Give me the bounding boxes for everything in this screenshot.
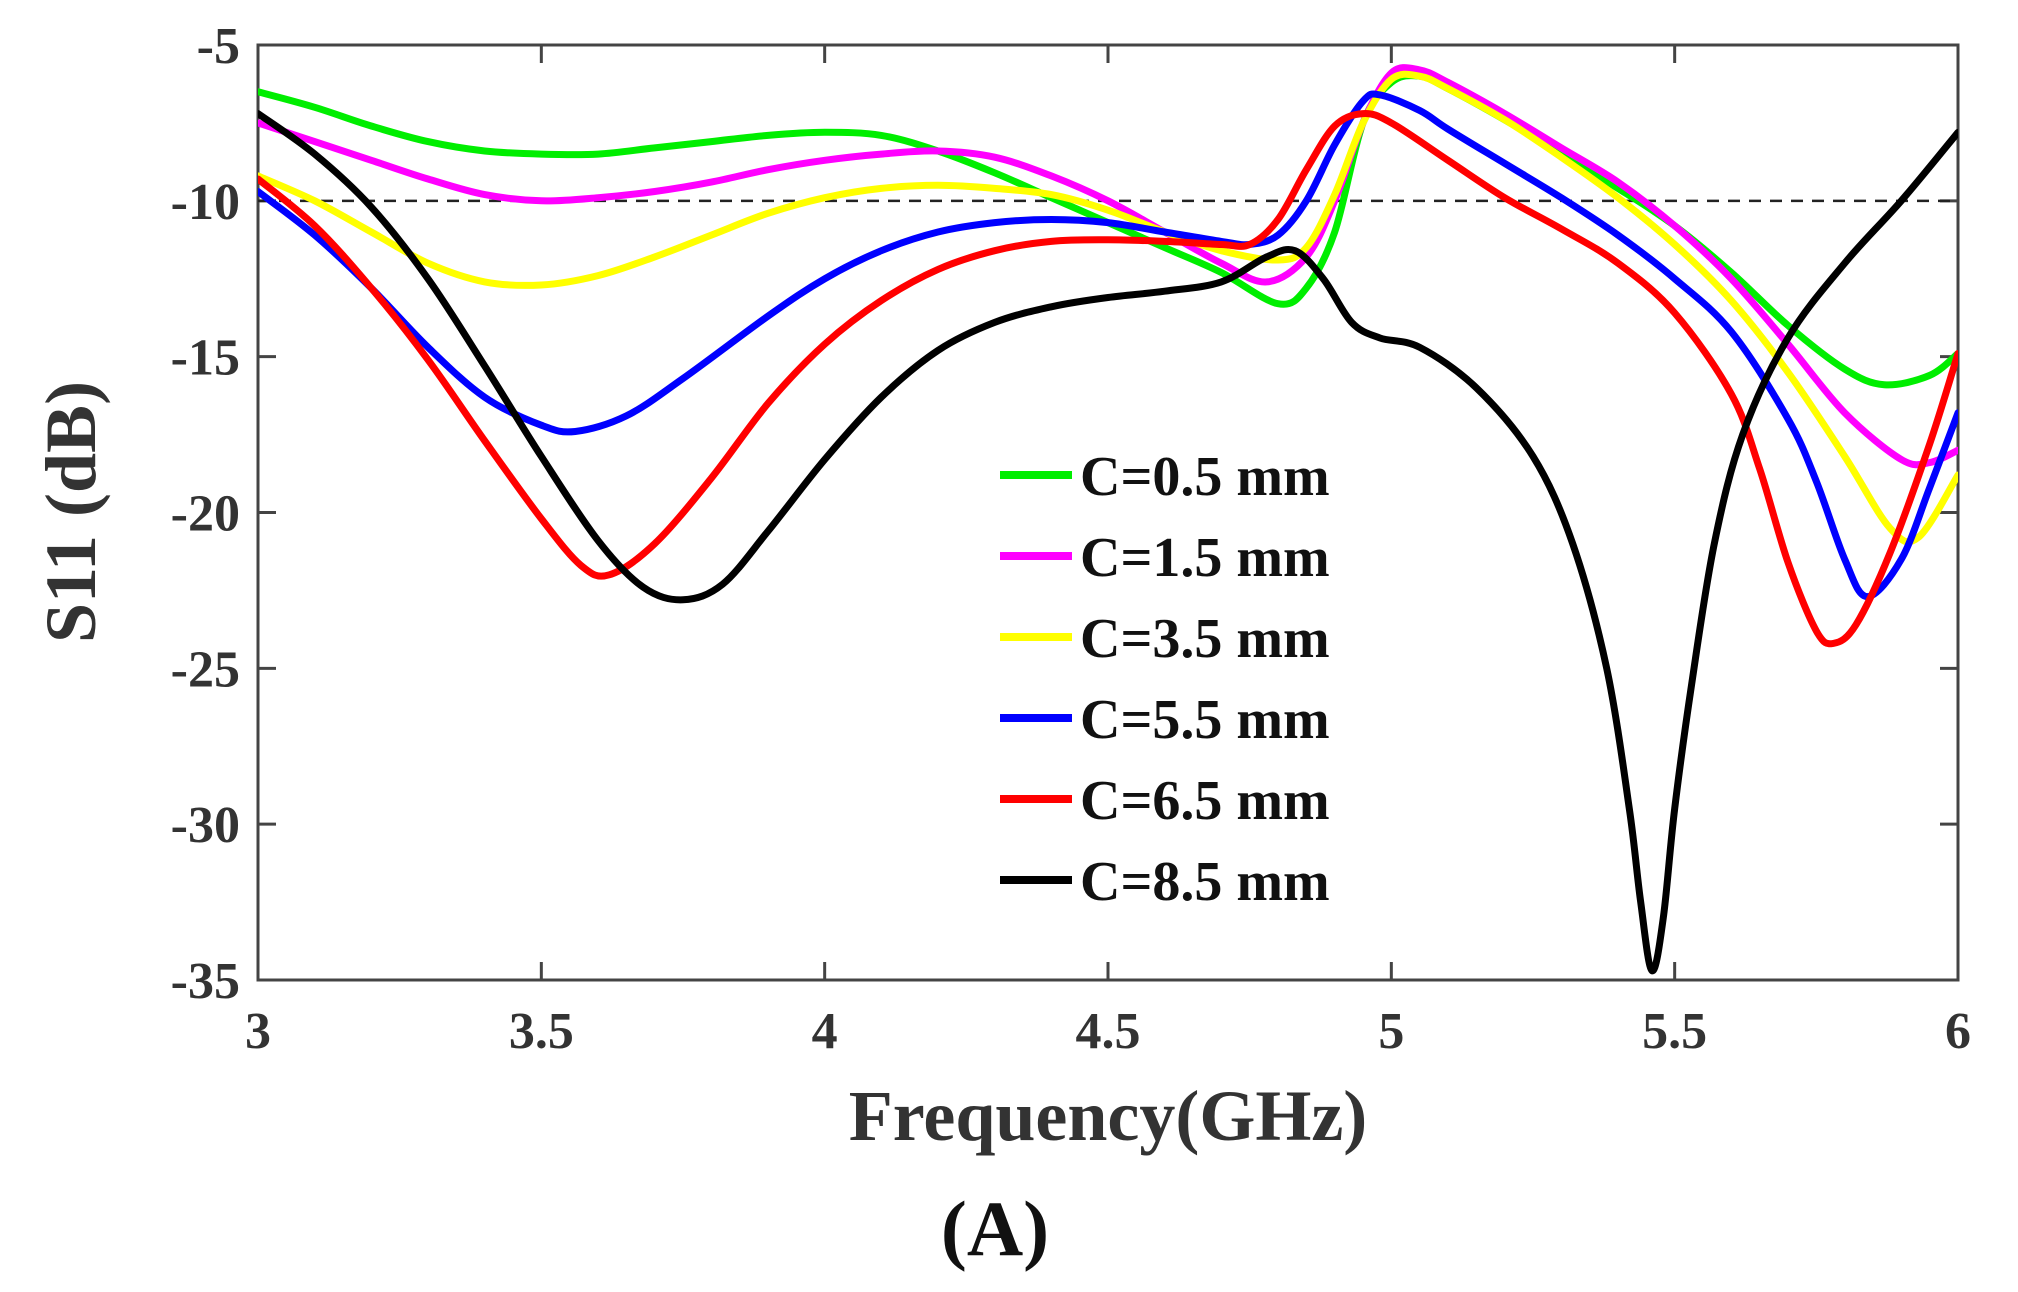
y-tick-label: -5 [197,18,240,75]
y-tick-label: -35 [171,953,240,1010]
x-tick-label: 4 [812,1003,838,1060]
series-line-5 [258,110,1958,648]
x-tick-label: 5 [1378,1003,1404,1060]
series-line-2 [258,64,1958,469]
legend-label-6: C=8.5 mm [1080,851,1330,913]
legend: C=0.5 mm C=1.5 mm C=3.5 mm C=5.5 mm C=6.5 mm… [1000,446,1330,913]
plot-area-frame [256,43,1960,982]
y-tick-label: -15 [171,330,240,387]
x-tick-label: 3 [245,1003,271,1060]
x-tick-label: 5.5 [1642,1003,1707,1060]
y-tick-label: -20 [171,486,240,543]
legend-label-2: C=1.5 mm [1080,527,1330,589]
y-tick-label: -30 [171,797,240,854]
legend-label-3: C=3.5 mm [1080,608,1330,670]
series-line-4 [258,90,1958,601]
y-axis-ticks: -5 -10 -15 -20 -25 -30 -35 [171,18,1958,1010]
x-axis-title: Frequency(GHz) [849,1076,1368,1156]
y-tick-label: -10 [171,174,240,231]
series-lines [258,64,1958,975]
x-tick-label: 3.5 [509,1003,574,1060]
y-axis-title: S11 (dB) [31,381,111,643]
panel-label: (A) [941,1185,1049,1272]
x-tick-label: 4.5 [1076,1003,1141,1060]
y-tick-label: -25 [171,641,240,698]
legend-label-1: C=0.5 mm [1080,446,1330,508]
series-line-6 [258,110,1958,975]
x-tick-label: 6 [1945,1003,1971,1060]
x-axis-ticks: 3 3.5 4 4.5 5 5.5 6 [245,45,1971,1060]
legend-label-5: C=6.5 mm [1080,770,1330,832]
legend-label-4: C=5.5 mm [1080,689,1330,751]
